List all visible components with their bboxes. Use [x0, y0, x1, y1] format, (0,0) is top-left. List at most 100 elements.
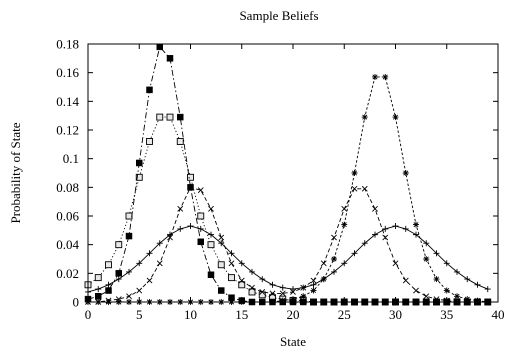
data-point: [402, 170, 409, 176]
y-axis: 0 0.02 0.04 0.06 0.08 0.1 0.12 0.14 0.16 0.18: [56, 37, 498, 310]
data-point: [146, 86, 153, 94]
data-point: [413, 287, 419, 294]
data-point: [248, 288, 256, 296]
data-point: [423, 240, 430, 247]
chart-title: Sample Beliefs: [239, 8, 318, 23]
x-axis: 0 5 10 15 20 25 30 35 40: [85, 44, 505, 322]
y-tick-label: 0.08: [56, 180, 79, 195]
x-tick-label: 30: [389, 307, 402, 322]
data-point: [361, 114, 368, 121]
data-point: [105, 287, 112, 294]
data-point: [105, 281, 112, 288]
data-point: [392, 223, 399, 230]
data-point: [218, 240, 225, 247]
data-point: [156, 43, 163, 51]
data-point: [207, 271, 215, 279]
data-point: [454, 293, 460, 300]
x-axis-label: State: [280, 334, 306, 349]
data-point: [290, 286, 296, 293]
plot-area: [84, 43, 492, 306]
data-point: [95, 293, 102, 300]
data-point: [279, 297, 286, 304]
data-point: [413, 221, 419, 228]
data-point: [187, 173, 194, 181]
data-point: [361, 240, 368, 247]
data-point: [331, 256, 337, 262]
data-point: [197, 187, 204, 194]
data-point: [443, 260, 450, 267]
data-point: [177, 225, 184, 232]
data-point: [115, 276, 122, 283]
data-point: [126, 268, 132, 275]
data-point: [166, 55, 174, 62]
data-point: [382, 234, 389, 241]
data-point: [146, 250, 153, 257]
data-point: [238, 260, 245, 267]
data-point: [156, 240, 163, 247]
x-tick-label: 0: [85, 307, 92, 322]
data-point: [95, 286, 102, 293]
data-point: [433, 250, 440, 257]
data-point: [310, 287, 317, 294]
data-point: [156, 113, 164, 121]
data-point: [300, 293, 307, 300]
data-point: [464, 296, 471, 303]
plot-frame: [87, 43, 499, 303]
data-point: [187, 184, 194, 191]
data-point: [269, 281, 276, 288]
data-point: [166, 113, 174, 121]
data-point: [300, 284, 307, 291]
data-point: [125, 232, 133, 240]
data-point: [372, 73, 378, 80]
data-point: [197, 225, 204, 232]
data-point: [279, 290, 286, 297]
data-point: [218, 234, 225, 241]
data-point: [310, 281, 317, 288]
data-point: [351, 250, 358, 257]
y-tick-label: 0.06: [56, 209, 79, 224]
data-point: [392, 260, 399, 267]
data-point: [177, 205, 184, 212]
data-point: [474, 297, 481, 304]
series-5: [85, 223, 491, 295]
x-tick-label: 25: [338, 307, 351, 322]
y-tick-label: 0.16: [56, 65, 79, 80]
data-point: [310, 277, 317, 284]
data-point: [341, 221, 348, 228]
y-tick-label: 0.02: [56, 266, 79, 281]
x-tick-label: 20: [287, 307, 300, 322]
data-point: [249, 268, 255, 275]
series-line: [88, 76, 488, 303]
data-point: [331, 234, 337, 241]
data-point: [218, 287, 225, 294]
data-point: [177, 113, 184, 121]
data-point: [126, 293, 132, 300]
data-point: [361, 185, 368, 192]
data-point: [320, 276, 327, 283]
data-point: [320, 260, 327, 267]
data-point: [125, 212, 133, 220]
data-point: [341, 260, 348, 267]
data-point: [136, 260, 143, 267]
data-point: [464, 276, 471, 283]
series-line: [87, 45, 488, 303]
x-tick-label: 15: [235, 307, 248, 322]
data-point: [156, 260, 163, 267]
data-point: [474, 281, 481, 288]
data-point: [135, 173, 143, 181]
data-point: [197, 238, 204, 246]
x-tick-label: 40: [492, 307, 505, 322]
data-point: [228, 250, 235, 257]
y-tick-label: 0.04: [56, 237, 79, 252]
data-point: [115, 270, 122, 277]
x-tick-label: 5: [136, 307, 143, 322]
data-point: [228, 260, 235, 267]
data-point: [454, 268, 460, 275]
data-point: [269, 290, 276, 297]
data-point: [207, 241, 215, 249]
series-line: [87, 225, 488, 293]
data-point: [443, 287, 450, 294]
y-tick-label: 0.1: [63, 151, 79, 166]
x-tick-label: 35: [440, 307, 453, 322]
